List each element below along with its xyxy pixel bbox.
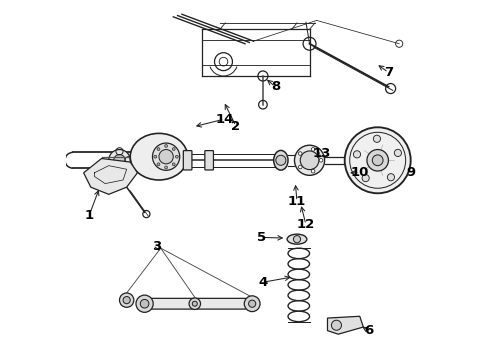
Circle shape <box>276 155 286 165</box>
Polygon shape <box>327 316 364 334</box>
Circle shape <box>172 163 175 166</box>
Text: 6: 6 <box>364 324 373 337</box>
Circle shape <box>294 235 300 243</box>
Circle shape <box>300 151 319 170</box>
Text: 3: 3 <box>152 240 162 253</box>
Circle shape <box>157 148 160 150</box>
Circle shape <box>319 158 323 162</box>
Text: 1: 1 <box>84 210 94 222</box>
Circle shape <box>373 135 381 142</box>
Ellipse shape <box>274 150 288 170</box>
Circle shape <box>154 155 157 158</box>
Circle shape <box>362 175 369 182</box>
Circle shape <box>192 301 197 306</box>
Circle shape <box>294 145 324 175</box>
Circle shape <box>311 170 315 173</box>
Circle shape <box>172 148 175 150</box>
Text: 2: 2 <box>231 120 241 133</box>
Circle shape <box>109 149 130 171</box>
Circle shape <box>248 300 256 307</box>
Text: 14: 14 <box>216 113 234 126</box>
Polygon shape <box>137 298 252 309</box>
Circle shape <box>372 155 383 166</box>
Text: 12: 12 <box>297 218 315 231</box>
Circle shape <box>388 174 394 181</box>
Circle shape <box>123 297 130 304</box>
Text: 11: 11 <box>288 195 306 208</box>
Polygon shape <box>84 158 137 194</box>
Circle shape <box>353 151 361 158</box>
Circle shape <box>298 165 302 169</box>
Text: 10: 10 <box>350 166 369 179</box>
Ellipse shape <box>130 134 188 180</box>
Circle shape <box>114 154 125 166</box>
Circle shape <box>159 149 173 164</box>
Circle shape <box>311 148 315 151</box>
Circle shape <box>298 152 302 155</box>
Text: 7: 7 <box>384 66 393 79</box>
Text: 13: 13 <box>313 147 331 159</box>
Circle shape <box>136 295 153 312</box>
Circle shape <box>165 144 168 147</box>
Circle shape <box>140 300 149 308</box>
Circle shape <box>157 163 160 166</box>
Text: 8: 8 <box>271 80 280 93</box>
Circle shape <box>175 155 178 158</box>
Circle shape <box>245 296 260 312</box>
Circle shape <box>152 143 180 170</box>
Circle shape <box>165 166 168 169</box>
Circle shape <box>367 149 389 171</box>
Circle shape <box>344 127 411 193</box>
Circle shape <box>189 298 200 310</box>
Circle shape <box>394 149 401 157</box>
Text: 4: 4 <box>258 276 268 289</box>
Circle shape <box>331 320 342 330</box>
Text: 5: 5 <box>257 231 266 244</box>
FancyBboxPatch shape <box>183 150 192 170</box>
Text: 9: 9 <box>407 166 416 179</box>
Circle shape <box>120 293 134 307</box>
FancyBboxPatch shape <box>205 150 214 170</box>
Ellipse shape <box>287 234 307 244</box>
